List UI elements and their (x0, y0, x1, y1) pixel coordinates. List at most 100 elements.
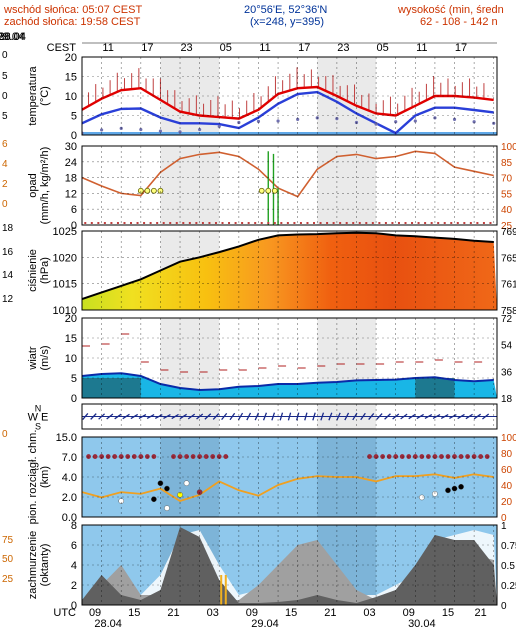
left-edge-label: 0 (2, 429, 8, 440)
right-tick-label: 100 (501, 142, 516, 153)
precip-zero-tick (469, 222, 472, 224)
top-hour-label: 17 (298, 42, 310, 54)
left-tick-label: 0 (71, 220, 77, 232)
right-tick-label: 60 (501, 465, 513, 476)
top-timezone-label: CEST (47, 42, 77, 54)
bottom-hour-label: 21 (324, 607, 336, 619)
right-tick-label: 765 (501, 253, 516, 264)
cloud-sample-point (183, 480, 190, 487)
wind-arrow (432, 414, 441, 419)
precip-marker (157, 187, 164, 194)
elevation-values: 62 - 108 - 142 n (420, 16, 498, 28)
precip-zero-tick (299, 222, 302, 224)
precip-zero-tick (123, 222, 126, 224)
top-hour-label: 17 (141, 42, 153, 54)
wind-arrow (408, 413, 416, 420)
precip-zero-tick (169, 222, 172, 224)
bottom-hour-label: 15 (442, 607, 454, 619)
left-tick-label: 30 (65, 141, 77, 153)
dewpoint-point (472, 120, 476, 124)
wind-arrow (392, 413, 400, 420)
cloud-layer-point (406, 454, 412, 459)
cloud-layer-point (216, 454, 222, 459)
panel-ylabel: zachmurzenie (27, 531, 39, 599)
wind-direction-plot (82, 412, 497, 421)
wind-arrow (130, 413, 139, 420)
precip-marker (144, 187, 151, 194)
left-edge-label: 0 (2, 199, 8, 210)
cloud-layer-point (380, 454, 386, 459)
precip-zero-tick (90, 222, 93, 224)
panel-border (81, 230, 498, 311)
cloud-sample-point (458, 483, 464, 490)
precip-zero-tick (241, 222, 244, 224)
left-edge-label: 5 (2, 111, 8, 122)
precip-zero-tick (424, 222, 427, 224)
top-day-label: czw, 28.04 (0, 31, 26, 43)
cloud-layer-point (177, 454, 183, 459)
right-tick-label: 0.75 (501, 541, 516, 552)
dewpoint-point (276, 119, 280, 123)
dewpoint-point (256, 119, 261, 123)
cloud-sample-point (164, 485, 170, 492)
wind-plot (82, 333, 497, 398)
cloud-layer-point (425, 454, 431, 459)
wind-arrow (360, 412, 366, 421)
panel-ylabel: pion. rozciągł. chm. (27, 430, 39, 525)
right-tick-label: 40 (501, 205, 513, 216)
panel-border (81, 436, 498, 518)
cloud-layer-point (439, 454, 444, 459)
precip-zero-tick (280, 222, 283, 224)
cloud-layer-point (203, 454, 209, 459)
precip-zero-tick (384, 222, 387, 224)
left-tick-label: 1020 (53, 252, 77, 264)
wind-arrow (271, 412, 276, 421)
precip-zero-tick (116, 222, 119, 224)
cloud-layer-point (223, 454, 229, 459)
sunrise-text: wschód słońca: 05:07 CEST (4, 4, 143, 16)
left-tick-label: 1025 (53, 226, 77, 238)
panel-ylabel: wiatr (27, 346, 39, 371)
compass-north: N (35, 404, 42, 414)
left-edge-label: 18 (2, 223, 14, 234)
dewpoint-point (217, 124, 221, 129)
left-tick-label: 10 (65, 353, 77, 365)
precipitation-frame: 0 6 12 18 24 30 25 40 55 70 85 100 opad (mm/h, kg/m²/… (27, 141, 516, 232)
precip-zero-tick (463, 222, 466, 224)
left-tick-label: 0.0 (62, 512, 77, 524)
left-tick-label: 0 (71, 600, 77, 612)
wind-arrow (237, 412, 244, 421)
right-tick-label: 100 (501, 433, 516, 444)
precip-zero-tick (489, 222, 492, 224)
wind-arrow (229, 412, 236, 421)
wind-arrow (114, 413, 122, 420)
top-hour-label: 05 (377, 42, 389, 54)
bottom-hour-label: 09 (89, 607, 101, 619)
cloud-layer-point (412, 454, 418, 459)
precip-zero-tick (326, 222, 329, 224)
night-band (160, 318, 220, 398)
precip-zero-tick (143, 222, 146, 224)
wind-arrow (449, 413, 457, 420)
wind-arrow (400, 413, 408, 420)
coordinates-text: 20°56'E, 52°36'N (244, 4, 328, 16)
left-edge-label: 2 (2, 179, 8, 190)
right-tick-label: 54 (501, 341, 513, 352)
wind-arrow (246, 412, 252, 421)
dewpoint-point (413, 119, 417, 123)
wind-arrow (473, 413, 482, 420)
precip-zero-tick (188, 222, 191, 224)
precip-zero-tick (456, 222, 459, 224)
cloud-layer-point (197, 454, 203, 459)
bottom-hour-label: 03 (207, 607, 219, 619)
left-edge-label: 25 (2, 574, 14, 585)
cloud-base-line (82, 473, 494, 502)
compass-south: S (35, 422, 41, 432)
left-edge-label: 75 (2, 535, 14, 546)
top-day-label: sob, 30.04 (0, 31, 26, 43)
precip-zero-tick (195, 222, 198, 224)
left-tick-label: 15 (65, 72, 77, 84)
cloud-layer-point (367, 454, 372, 459)
right-tick-label: 0 (501, 601, 507, 612)
cloud-layer-point (144, 454, 150, 459)
